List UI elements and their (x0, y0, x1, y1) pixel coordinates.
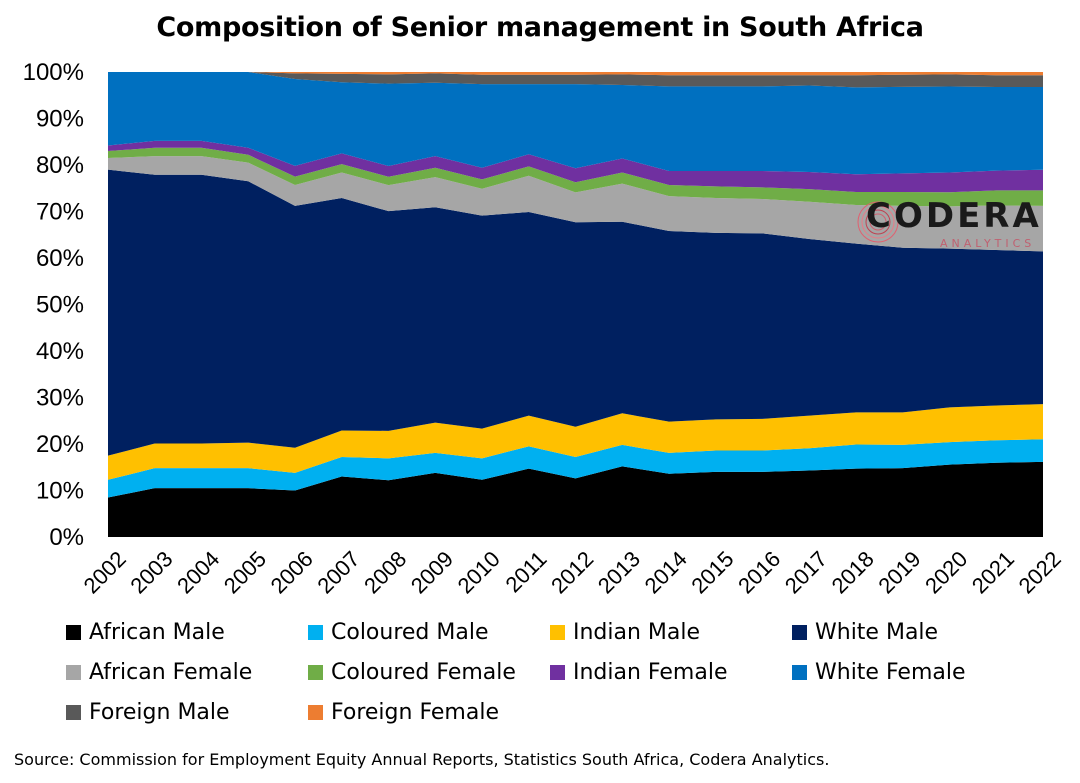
y-tick-label: 60% (36, 245, 84, 272)
chart-title: Composition of Senior management in Sout… (156, 12, 924, 43)
y-tick-label: 50% (36, 292, 84, 319)
area-coloured-male (108, 439, 1043, 498)
y-tick-label: 40% (36, 338, 84, 365)
x-tick-label: 2021 (967, 546, 1019, 598)
legend-swatch (66, 705, 81, 720)
y-tick-label: 80% (36, 152, 84, 179)
area-series-group (108, 72, 1043, 537)
y-tick-label: 100% (23, 59, 84, 86)
area-white-female (108, 72, 1043, 175)
y-axis: 0% 10% 20% 30% 40% 50% 60% 70% 80% 90% 100% (23, 59, 84, 551)
area-african-male (108, 461, 1043, 537)
y-tick-label: 30% (36, 385, 84, 412)
legend-label: African Female (89, 660, 253, 685)
x-tick-label: 2004 (172, 546, 224, 598)
area-indian-male (108, 404, 1043, 480)
x-tick-label: 2017 (780, 546, 832, 598)
legend-label: Indian Male (573, 620, 701, 645)
legend-label: Indian Female (573, 660, 728, 685)
x-tick-label: 2012 (546, 546, 598, 598)
area-coloured-female (108, 147, 1043, 207)
area-indian-female (108, 140, 1043, 193)
x-tick-label: 2009 (406, 546, 458, 598)
logo-wordmark: CODERA (866, 196, 1042, 236)
x-tick-label: 2013 (593, 546, 645, 598)
source-note: Source: Commission for Employment Equity… (14, 750, 830, 769)
x-tick-label: 2010 (453, 546, 505, 598)
legend-item-indian-male: Indian Male (550, 620, 700, 645)
x-tick-label: 2008 (359, 546, 411, 598)
legend-item-foreign-male: Foreign Male (66, 700, 230, 725)
y-tick-label: 90% (36, 106, 84, 133)
legend-swatch (550, 625, 565, 640)
x-tick-label: 2016 (733, 546, 785, 598)
logo-subtitle: ANALYTICS (940, 237, 1036, 250)
area-foreign-female (108, 72, 1043, 76)
legend-label: Foreign Male (89, 700, 230, 725)
area-foreign-male (108, 72, 1043, 88)
legend-label: Foreign Female (331, 700, 499, 725)
area-african-female (108, 156, 1043, 252)
x-tick-label: 2014 (640, 546, 692, 598)
legend-swatch (792, 625, 807, 640)
legend-item-indian-female: Indian Female (550, 660, 727, 685)
y-tick-label: 20% (36, 431, 84, 458)
legend-item-african-male: African Male (66, 620, 225, 645)
codera-logo: CODERA ANALYTICS (850, 192, 1050, 256)
legend-swatch (308, 625, 323, 640)
y-tick-label: 0% (49, 524, 84, 551)
x-tick-label: 2019 (873, 546, 925, 598)
x-tick-label: 2018 (827, 546, 879, 598)
x-tick-label: 2003 (125, 546, 177, 598)
legend-item-white-male: White Male (792, 620, 938, 645)
legend-label: Coloured Female (331, 660, 516, 685)
x-axis: 2002200320042005200620072008200920102011… (79, 546, 1066, 598)
legend-label: White Female (815, 660, 966, 685)
x-tick-label: 2015 (686, 546, 738, 598)
legend-item-coloured-male: Coloured Male (308, 620, 489, 645)
x-tick-label: 2011 (500, 546, 551, 597)
area-white-male (108, 169, 1043, 456)
x-tick-label: 2022 (1014, 546, 1066, 598)
legend-swatch (308, 705, 323, 720)
x-tick-label: 2006 (266, 546, 318, 598)
y-tick-label: 70% (36, 199, 84, 226)
legend-swatch (66, 665, 81, 680)
y-tick-label: 10% (36, 478, 84, 505)
legend-item-coloured-female: Coloured Female (308, 660, 516, 685)
legend-swatch (550, 665, 565, 680)
legend-item-african-female: African Female (66, 660, 252, 685)
codera-circle-logo-icon (857, 201, 899, 243)
legend-item-white-female: White Female (792, 660, 966, 685)
x-tick-label: 2007 (312, 546, 364, 598)
legend-label: White Male (815, 620, 939, 645)
x-tick-label: 2005 (219, 546, 271, 598)
legend-label: Coloured Male (331, 620, 489, 645)
x-tick-label: 2020 (920, 546, 972, 598)
legend-item-foreign-female: Foreign Female (308, 700, 499, 725)
legend-swatch (308, 665, 323, 680)
x-tick-label: 2002 (79, 546, 131, 598)
legend-label: African Male (89, 620, 225, 645)
legend-swatch (792, 665, 807, 680)
legend-swatch (66, 625, 81, 640)
